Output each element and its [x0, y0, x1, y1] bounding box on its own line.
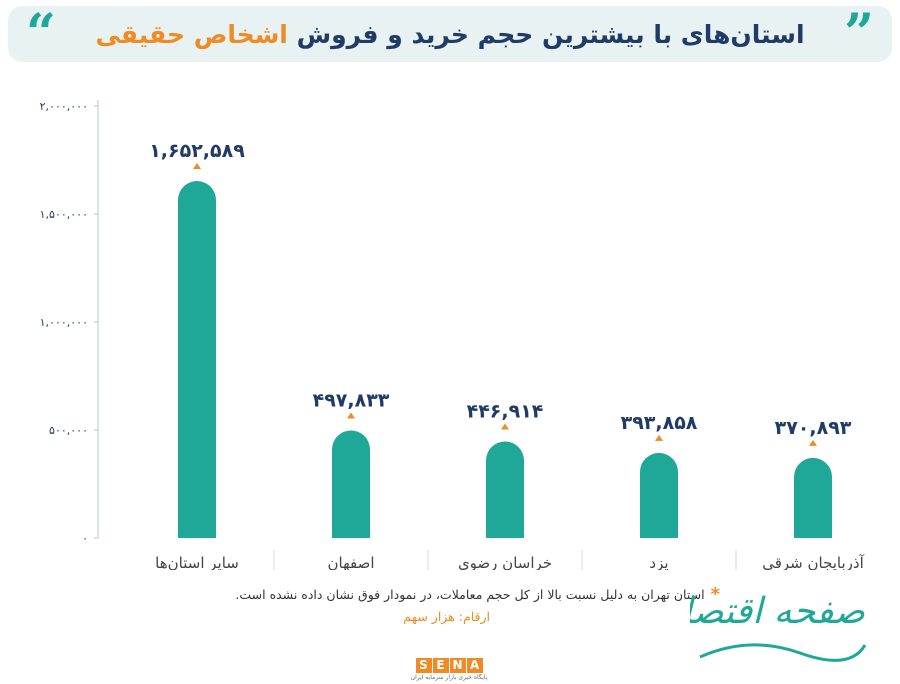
y-tick-label: ۲,۰۰۰,۰۰۰: [40, 100, 88, 113]
footnote: * استان تهران به دلیل نسبت بالا از کل حج…: [235, 584, 720, 605]
brand-watermark: صفحه اقتصاد: [690, 591, 867, 662]
x-tick-label: آذربایجان شرقی: [762, 554, 864, 570]
data-label: ۳۹۳,۸۵۸: [621, 412, 698, 434]
title-accent: اشخاص حقیقی: [95, 19, 288, 49]
logo-letter: S: [415, 658, 432, 673]
y-tick-label: ۱,۰۰۰,۰۰۰: [40, 316, 88, 329]
x-tick-label: یزد: [649, 554, 668, 570]
footnote-text: استان تهران به دلیل نسبت بالا از کل حجم …: [235, 587, 705, 602]
bar-chart: ۰ ۵۰۰,۰۰۰ ۱,۰۰۰,۰۰۰ ۱,۵۰۰,۰۰۰ ۲,۰۰۰,۰۰۰ ۱,۶۵۲…: [40, 100, 865, 570]
x-tick-label: سایر استان‌ها: [155, 554, 239, 570]
y-tick-label: ۵۰۰,۰۰۰: [49, 424, 88, 437]
bar-marker-icon: [809, 439, 817, 446]
brand-swash: [699, 643, 867, 662]
unit-note: ارقام: هزار سهم: [403, 609, 490, 624]
bar-marker-icon: [501, 423, 509, 430]
y-tick-label: ۰: [82, 532, 88, 545]
x-tick-label: خراسان رضوی: [458, 554, 552, 570]
bar-marker-icon: [347, 412, 355, 419]
bar: [486, 441, 524, 538]
y-tick-label: ۱,۵۰۰,۰۰۰: [40, 208, 88, 221]
logo-subtitle: پایگاه خبری بازار سرمایه ایران: [410, 674, 488, 681]
logo-letter: N: [449, 658, 466, 673]
bar: [640, 452, 678, 538]
data-label: ۳۷۰,۸۹۳: [775, 417, 852, 439]
bar-marker-icon: [655, 434, 663, 441]
brand-text: صفحه اقتصاد: [690, 591, 865, 632]
data-label: ۴۴۶,۹۱۴: [467, 400, 544, 422]
data-label: ۱,۶۵۲,۵۸۹: [149, 140, 245, 162]
open-quote-icon: ”: [844, 3, 874, 64]
bar-marker-icon: [193, 163, 201, 170]
logo-letter: A: [466, 658, 483, 673]
chart-header: ” استان‌های با بیشترین حجم خرید و فروش ا…: [8, 6, 892, 62]
bar: [332, 430, 370, 538]
close-quote-icon: “: [26, 3, 56, 64]
data-label: ۴۹۷,۸۳۳: [313, 389, 390, 411]
chart-title: استان‌های با بیشترین حجم خرید و فروش اشخ…: [95, 20, 804, 49]
asterisk-icon: *: [710, 584, 720, 605]
bar: [178, 181, 216, 538]
x-tick-label: اصفهان: [328, 554, 375, 570]
bar: [794, 457, 832, 538]
logo-letter: E: [432, 658, 449, 673]
title-main: استان‌های با بیشترین حجم خرید و فروش: [287, 19, 805, 49]
